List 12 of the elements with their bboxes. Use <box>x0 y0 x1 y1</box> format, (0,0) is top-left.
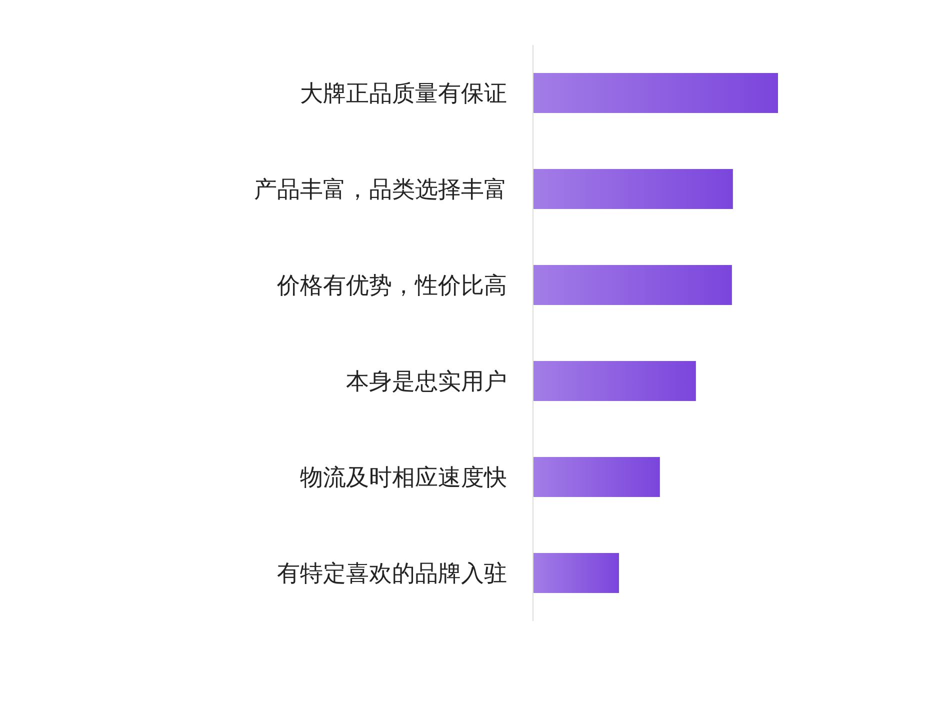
y-tick-label: 产品丰富，品类选择丰富 <box>254 177 507 204</box>
bar <box>533 73 778 113</box>
y-tick-label: 有特定喜欢的品牌入驻 <box>277 561 507 588</box>
bar <box>533 361 696 401</box>
bar <box>533 169 733 209</box>
bar <box>533 265 732 305</box>
bar <box>533 457 660 497</box>
bar <box>533 553 619 593</box>
y-tick-label: 价格有优势，性价比高 <box>276 273 507 300</box>
y-tick-label: 本身是忠实用户 <box>346 369 507 396</box>
y-tick-label: 物流及时相应速度快 <box>300 465 507 492</box>
y-tick-label: 大牌正品质量有保证 <box>300 81 507 108</box>
